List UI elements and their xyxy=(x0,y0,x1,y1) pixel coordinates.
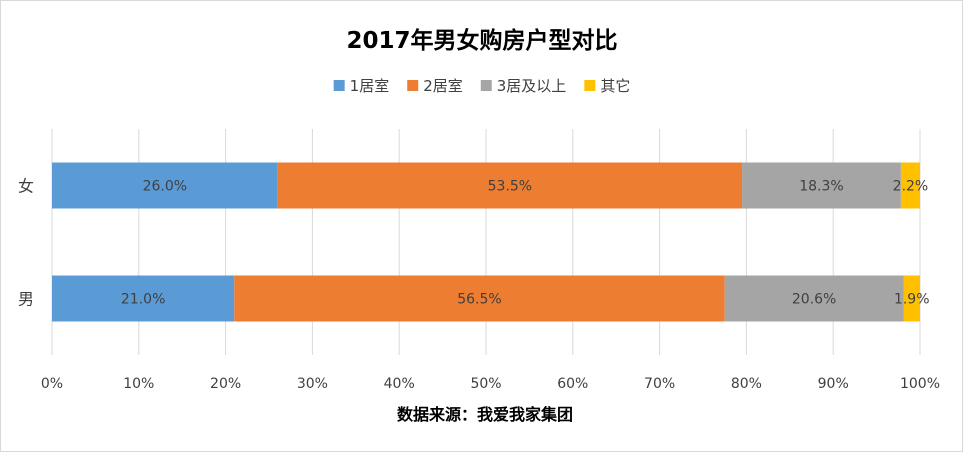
data-labels: 26.0% 53.5% 18.3% 2.2% 21.0% 56.5% 20.6% 1.9% xyxy=(121,179,930,308)
data-label: 1.9% xyxy=(894,292,930,308)
data-label: 26.0% xyxy=(143,179,187,195)
bar-segment xyxy=(52,275,235,322)
x-tick-label: 80% xyxy=(731,376,762,392)
x-tick-label: 90% xyxy=(818,376,849,392)
data-label: 18.3% xyxy=(799,179,843,195)
bar-segment xyxy=(742,162,901,209)
category-labels: 女男 xyxy=(18,177,34,309)
legend-label: 3居及以上 xyxy=(497,77,567,95)
bar-segment xyxy=(724,275,904,322)
x-tick-label: 70% xyxy=(644,376,675,392)
bar-segment xyxy=(277,162,743,209)
data-label: 21.0% xyxy=(121,292,165,308)
legend-swatch xyxy=(480,80,492,91)
x-tick-label: 60% xyxy=(557,376,588,392)
legend-swatch xyxy=(584,80,596,91)
x-tick-label: 10% xyxy=(123,376,154,392)
legend-item: 其它 xyxy=(584,77,630,95)
data-label: 56.5% xyxy=(457,292,501,308)
x-tick-label: 20% xyxy=(210,376,241,392)
legend-swatch xyxy=(407,80,419,91)
bar-segment xyxy=(903,275,920,322)
bar-segment xyxy=(234,275,725,322)
legend-swatch xyxy=(333,80,345,91)
legend-item: 2居室 xyxy=(407,77,463,95)
legend-label: 1居室 xyxy=(350,77,390,95)
chart-title: 2017年男女购房户型对比 xyxy=(346,27,617,54)
x-tick-label: 40% xyxy=(384,376,415,392)
x-axis-ticks: 0% 10% 20% 30% 40% 50% 60% 70% 80% 90% 100% xyxy=(41,376,940,392)
legend-item: 3居及以上 xyxy=(480,77,567,95)
x-tick-label: 30% xyxy=(297,376,328,392)
x-tick-label: 100% xyxy=(900,376,940,392)
bar-segment xyxy=(900,162,920,209)
legend-item: 1居室 xyxy=(333,77,390,95)
legend: 1居室 2居室 3居及以上 其它 xyxy=(333,77,630,95)
x-tick-label: 50% xyxy=(470,376,501,392)
data-label: 20.6% xyxy=(792,292,836,308)
x-tick-label: 0% xyxy=(41,376,63,392)
category-label: 男 xyxy=(18,290,34,309)
bar-segment xyxy=(52,162,278,209)
bars xyxy=(52,162,920,322)
legend-label: 其它 xyxy=(600,77,630,95)
legend-label: 2居室 xyxy=(423,77,463,95)
category-label: 女 xyxy=(18,177,34,196)
data-label: 53.5% xyxy=(488,179,532,195)
source-note: 数据来源：我爱我家集团 xyxy=(397,405,573,424)
data-label: 2.2% xyxy=(893,179,929,195)
